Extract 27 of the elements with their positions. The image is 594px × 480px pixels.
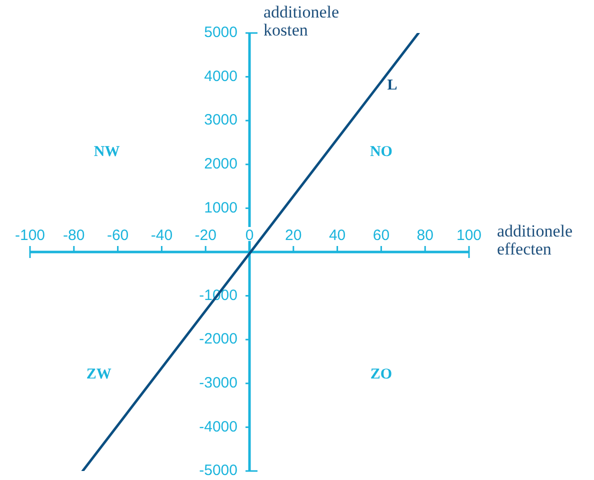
x-tick-label: 100 <box>456 227 482 244</box>
y-tick-label: -4000 <box>199 418 238 436</box>
x-tick-label: -40 <box>150 227 173 244</box>
x-tick-label: 20 <box>285 227 302 244</box>
y-tick-label: -2000 <box>199 330 238 348</box>
x-tick-label: -100 <box>14 227 46 244</box>
y-tick-label: 4000 <box>204 68 238 85</box>
y-tick-label: 5000 <box>204 24 238 42</box>
x-tick-label: -80 <box>63 227 85 244</box>
x-tick-label: 80 <box>416 227 434 244</box>
y-tick-label: 3000 <box>204 112 238 129</box>
y-axis-title: additionele kosten <box>264 2 340 40</box>
y-tick-label: 1000 <box>204 199 238 216</box>
annotation: ZW <box>86 366 112 383</box>
annotation: ZO <box>370 366 392 383</box>
annotation: NW <box>94 144 120 160</box>
y-tick-label: 2000 <box>204 156 238 173</box>
x-tick-label: 40 <box>328 227 346 244</box>
x-axis-title: additionele effecten <box>497 221 573 258</box>
x-tick-label: 0 <box>245 227 254 244</box>
y-tick-label: -3000 <box>199 374 238 392</box>
annotation: NO <box>370 144 392 160</box>
x-tick-label: 60 <box>372 227 390 244</box>
x-tick-label: -60 <box>106 227 129 244</box>
series-label: L <box>387 77 398 94</box>
x-tick-label: -20 <box>194 227 216 244</box>
y-tick-label: -5000 <box>199 462 238 480</box>
